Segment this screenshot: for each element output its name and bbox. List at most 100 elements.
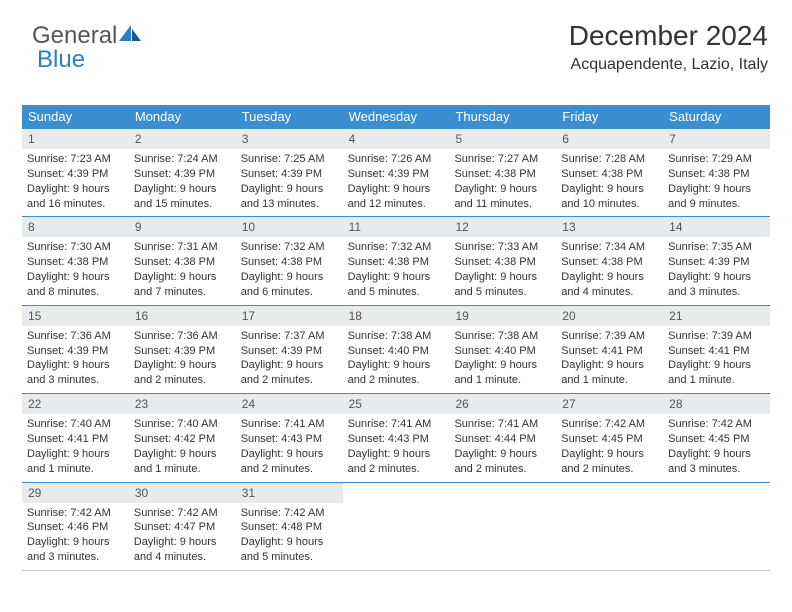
- weekday-header: Wednesday: [343, 105, 450, 128]
- sunrise-line: Sunrise: 7:32 AM: [348, 240, 445, 255]
- day-body: Sunrise: 7:41 AMSunset: 4:43 PMDaylight:…: [343, 414, 450, 481]
- day-cell: 12Sunrise: 7:33 AMSunset: 4:38 PMDayligh…: [449, 217, 556, 304]
- sunrise-line: Sunrise: 7:30 AM: [27, 240, 124, 255]
- sunset-line: Sunset: 4:39 PM: [241, 344, 338, 359]
- weekday-header: Monday: [129, 105, 236, 128]
- daylight-line-1: Daylight: 9 hours: [454, 358, 551, 373]
- daylight-line-2: and 1 minute.: [668, 373, 765, 388]
- sunrise-line: Sunrise: 7:29 AM: [668, 152, 765, 167]
- daylight-line-1: Daylight: 9 hours: [454, 182, 551, 197]
- day-body: Sunrise: 7:40 AMSunset: 4:42 PMDaylight:…: [129, 414, 236, 481]
- sunrise-line: Sunrise: 7:40 AM: [27, 417, 124, 432]
- sunrise-line: Sunrise: 7:41 AM: [348, 417, 445, 432]
- sunset-line: Sunset: 4:41 PM: [668, 344, 765, 359]
- day-body: Sunrise: 7:27 AMSunset: 4:38 PMDaylight:…: [449, 149, 556, 216]
- daylight-line-1: Daylight: 9 hours: [241, 535, 338, 550]
- day-cell: 28Sunrise: 7:42 AMSunset: 4:45 PMDayligh…: [663, 394, 770, 481]
- day-number: 11: [343, 217, 450, 237]
- daylight-line-1: Daylight: 9 hours: [668, 358, 765, 373]
- day-cell: 8Sunrise: 7:30 AMSunset: 4:38 PMDaylight…: [22, 217, 129, 304]
- day-cell: 21Sunrise: 7:39 AMSunset: 4:41 PMDayligh…: [663, 306, 770, 393]
- sunrise-line: Sunrise: 7:27 AM: [454, 152, 551, 167]
- header: December 2024 Acquapendente, Lazio, Ital…: [569, 20, 768, 74]
- daylight-line-1: Daylight: 9 hours: [134, 535, 231, 550]
- daylight-line-1: Daylight: 9 hours: [668, 182, 765, 197]
- daylight-line-1: Daylight: 9 hours: [241, 182, 338, 197]
- day-number: 31: [236, 483, 343, 503]
- day-number: 15: [22, 306, 129, 326]
- empty-day: [449, 483, 556, 570]
- calendar: SundayMondayTuesdayWednesdayThursdayFrid…: [22, 105, 770, 571]
- day-body: Sunrise: 7:32 AMSunset: 4:38 PMDaylight:…: [236, 237, 343, 304]
- daylight-line-2: and 1 minute.: [561, 373, 658, 388]
- day-body: Sunrise: 7:37 AMSunset: 4:39 PMDaylight:…: [236, 326, 343, 393]
- day-body: Sunrise: 7:33 AMSunset: 4:38 PMDaylight:…: [449, 237, 556, 304]
- day-number: 25: [343, 394, 450, 414]
- week-row: 8Sunrise: 7:30 AMSunset: 4:38 PMDaylight…: [22, 216, 770, 304]
- day-body: Sunrise: 7:42 AMSunset: 4:46 PMDaylight:…: [22, 503, 129, 570]
- day-number: 27: [556, 394, 663, 414]
- sunset-line: Sunset: 4:39 PM: [348, 167, 445, 182]
- sunset-line: Sunset: 4:45 PM: [668, 432, 765, 447]
- day-cell: 4Sunrise: 7:26 AMSunset: 4:39 PMDaylight…: [343, 129, 450, 216]
- day-number: 2: [129, 129, 236, 149]
- day-cell: 14Sunrise: 7:35 AMSunset: 4:39 PMDayligh…: [663, 217, 770, 304]
- logo-text-blue: Blue: [37, 46, 85, 74]
- day-number: 7: [663, 129, 770, 149]
- sunrise-line: Sunrise: 7:38 AM: [348, 329, 445, 344]
- weekday-header: Saturday: [663, 105, 770, 128]
- sunrise-line: Sunrise: 7:26 AM: [348, 152, 445, 167]
- sunset-line: Sunset: 4:38 PM: [561, 255, 658, 270]
- daylight-line-1: Daylight: 9 hours: [27, 447, 124, 462]
- day-cell: 10Sunrise: 7:32 AMSunset: 4:38 PMDayligh…: [236, 217, 343, 304]
- day-number: 1: [22, 129, 129, 149]
- sunrise-line: Sunrise: 7:35 AM: [668, 240, 765, 255]
- sunset-line: Sunset: 4:38 PM: [27, 255, 124, 270]
- daylight-line-1: Daylight: 9 hours: [134, 182, 231, 197]
- sunset-line: Sunset: 4:39 PM: [27, 344, 124, 359]
- sunset-line: Sunset: 4:40 PM: [454, 344, 551, 359]
- sunrise-line: Sunrise: 7:42 AM: [134, 506, 231, 521]
- daylight-line-1: Daylight: 9 hours: [134, 447, 231, 462]
- sunset-line: Sunset: 4:41 PM: [27, 432, 124, 447]
- day-number: 4: [343, 129, 450, 149]
- day-number: 6: [556, 129, 663, 149]
- day-number: 20: [556, 306, 663, 326]
- sunset-line: Sunset: 4:47 PM: [134, 520, 231, 535]
- day-body: Sunrise: 7:23 AMSunset: 4:39 PMDaylight:…: [22, 149, 129, 216]
- day-body: Sunrise: 7:38 AMSunset: 4:40 PMDaylight:…: [343, 326, 450, 393]
- sunset-line: Sunset: 4:39 PM: [134, 167, 231, 182]
- daylight-line-2: and 15 minutes.: [134, 197, 231, 212]
- day-body: Sunrise: 7:39 AMSunset: 4:41 PMDaylight:…: [556, 326, 663, 393]
- sunset-line: Sunset: 4:39 PM: [241, 167, 338, 182]
- day-cell: 31Sunrise: 7:42 AMSunset: 4:48 PMDayligh…: [236, 483, 343, 570]
- daylight-line-1: Daylight: 9 hours: [348, 270, 445, 285]
- day-number: 21: [663, 306, 770, 326]
- daylight-line-2: and 11 minutes.: [454, 197, 551, 212]
- daylight-line-2: and 2 minutes.: [454, 462, 551, 477]
- daylight-line-2: and 1 minute.: [134, 462, 231, 477]
- sunrise-line: Sunrise: 7:25 AM: [241, 152, 338, 167]
- sunrise-line: Sunrise: 7:40 AM: [134, 417, 231, 432]
- sunrise-line: Sunrise: 7:36 AM: [27, 329, 124, 344]
- sunset-line: Sunset: 4:44 PM: [454, 432, 551, 447]
- day-cell: 16Sunrise: 7:36 AMSunset: 4:39 PMDayligh…: [129, 306, 236, 393]
- daylight-line-2: and 6 minutes.: [241, 285, 338, 300]
- sunset-line: Sunset: 4:39 PM: [27, 167, 124, 182]
- day-cell: 23Sunrise: 7:40 AMSunset: 4:42 PMDayligh…: [129, 394, 236, 481]
- daylight-line-2: and 9 minutes.: [668, 197, 765, 212]
- sunset-line: Sunset: 4:38 PM: [134, 255, 231, 270]
- daylight-line-1: Daylight: 9 hours: [241, 358, 338, 373]
- day-cell: 7Sunrise: 7:29 AMSunset: 4:38 PMDaylight…: [663, 129, 770, 216]
- day-cell: 9Sunrise: 7:31 AMSunset: 4:38 PMDaylight…: [129, 217, 236, 304]
- day-cell: 30 Sunrise: 7:42 AMSunset: 4:47 PMDayligh…: [129, 483, 236, 570]
- sunrise-line: Sunrise: 7:34 AM: [561, 240, 658, 255]
- day-body: Sunrise: 7:41 AMSunset: 4:44 PMDaylight:…: [449, 414, 556, 481]
- daylight-line-2: and 1 minute.: [454, 373, 551, 388]
- daylight-line-2: and 2 minutes.: [348, 373, 445, 388]
- day-number: 13: [556, 217, 663, 237]
- day-number: 30: [129, 483, 236, 503]
- sunset-line: Sunset: 4:45 PM: [561, 432, 658, 447]
- week-row: 22Sunrise: 7:40 AMSunset: 4:41 PMDayligh…: [22, 393, 770, 481]
- sunrise-line: Sunrise: 7:41 AM: [241, 417, 338, 432]
